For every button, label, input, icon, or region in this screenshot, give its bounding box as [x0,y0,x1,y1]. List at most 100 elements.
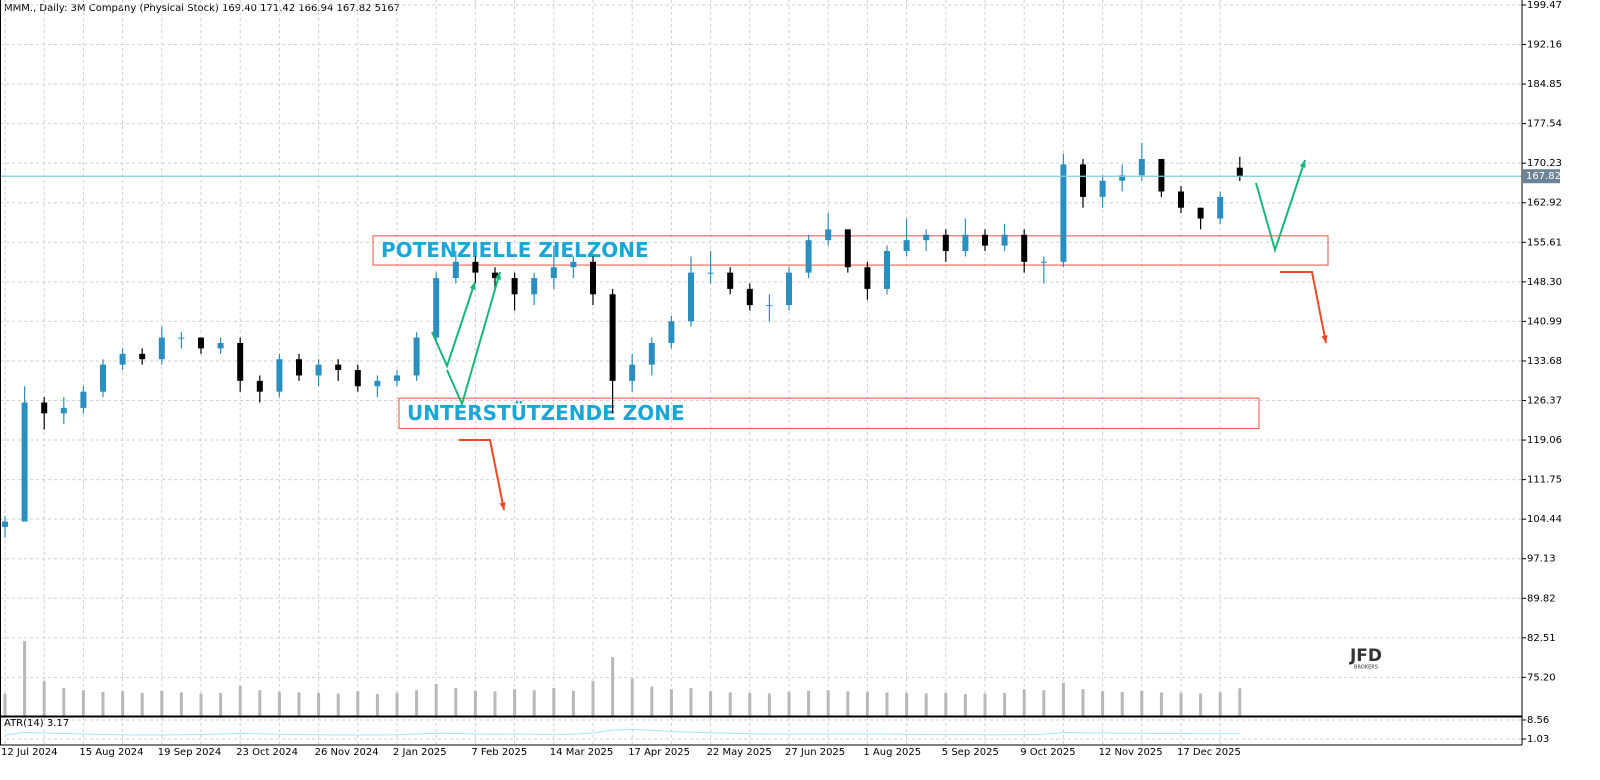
candle-body [1021,234,1028,262]
candle-body [766,305,773,307]
volume-bar [552,688,556,716]
volume-bar [493,691,497,716]
candle-body [1119,175,1126,181]
candle-body [158,337,165,360]
volume-bar [336,693,340,716]
candle-body [982,234,988,246]
candle-body [550,267,557,279]
candle-body [374,380,381,387]
volume-bar [807,690,811,716]
volume-bar [238,686,242,716]
volume-bar [689,688,693,716]
volume-bar [277,691,281,716]
candle-body [139,353,146,360]
candle-body [335,364,342,371]
candle-body [864,267,871,289]
y-tick-label: 1.03 [1527,734,1549,745]
candle-body [805,240,812,273]
x-tick-label: 7 Feb 2025 [471,747,527,758]
x-tick-label: 26 Nov 2024 [315,747,379,758]
arrow-head [494,272,501,280]
volume-bar [748,692,752,716]
candle-body [472,261,479,273]
logo-title: JFD [1349,646,1382,666]
candle-body [452,261,459,279]
candle-body [178,337,185,339]
volume-bar [513,689,517,716]
candle-body [511,278,518,295]
y-tick-label: 119.06 [1527,435,1562,446]
candle-body [237,342,244,381]
volume-bar [297,692,301,716]
volume-bar [709,691,713,716]
y-tick-label: 155.61 [1527,237,1562,248]
candle-body [923,234,930,241]
candle-body [1080,164,1086,197]
y-tick-label: 184.85 [1527,79,1562,90]
volume-bar [944,692,948,716]
candle-body [727,272,734,289]
volume-bar [1199,693,1203,716]
candle-body [60,407,67,414]
candle-body [746,288,753,306]
arrow-head [1321,335,1328,343]
candle-body [629,364,636,381]
y-tick-label: 133.68 [1527,356,1562,367]
volume-bar [630,678,634,716]
zone-label: UNTERSTÜTZENDE ZONE [407,401,685,425]
candle-body [1099,180,1106,197]
x-tick-label: 14 Mar 2025 [550,747,613,758]
x-tick-label: 23 Oct 2024 [236,747,298,758]
x-tick-label: 1 Aug 2025 [863,747,921,758]
y-tick-label: 89.82 [1527,593,1556,604]
candle-body [648,342,655,365]
candle-body [531,278,538,295]
candle-body [217,342,224,349]
candle-body [315,364,322,376]
candle-body [198,337,204,349]
y-tick-label: 82.51 [1527,633,1556,644]
candle-body [413,337,420,376]
volume-bar [317,692,321,716]
x-tick-label: 22 May 2025 [707,747,772,758]
candle-body [1040,261,1047,263]
candle-body [354,370,361,387]
y-tick-label: 192.16 [1527,40,1562,51]
arrow-head [469,282,476,290]
volume-bar [983,693,987,716]
x-tick-label: 27 Jun 2025 [785,747,845,758]
volume-bar [395,692,399,716]
volume-bar [140,692,144,716]
candle-body [570,261,577,268]
arrow [431,281,476,369]
y-tick-label: 75.20 [1527,672,1556,683]
volume-bar [1042,690,1046,716]
candle-body [1178,191,1184,208]
logo-subtitle: BROKERS [1354,665,1378,671]
zone-label: POTENZIELLE ZIELZONE [381,238,649,262]
volume-bar [669,689,673,716]
candle-body [590,261,596,295]
volume-bar [1140,690,1144,716]
volume-bar [473,690,477,716]
volume-bar [1120,691,1124,716]
volume-bar [787,691,791,716]
candle-body [707,272,714,274]
candle-body [492,272,498,279]
x-tick-label: 9 Oct 2025 [1020,747,1075,758]
volume-bar [121,691,125,716]
volume-bar [1022,689,1026,716]
candle-body [256,380,263,392]
volume-bar [3,693,7,716]
candle-body [21,402,28,522]
volume-bar [591,681,595,716]
volume-bar [650,686,654,716]
volume-bar [101,691,105,716]
x-tick-label: 17 Apr 2025 [628,747,690,758]
x-tick-label: 15 Aug 2024 [79,747,143,758]
candle-body [1001,234,1008,246]
last-price-box [1523,169,1560,184]
volume-bar [1101,691,1105,716]
volume-bar [42,681,46,716]
